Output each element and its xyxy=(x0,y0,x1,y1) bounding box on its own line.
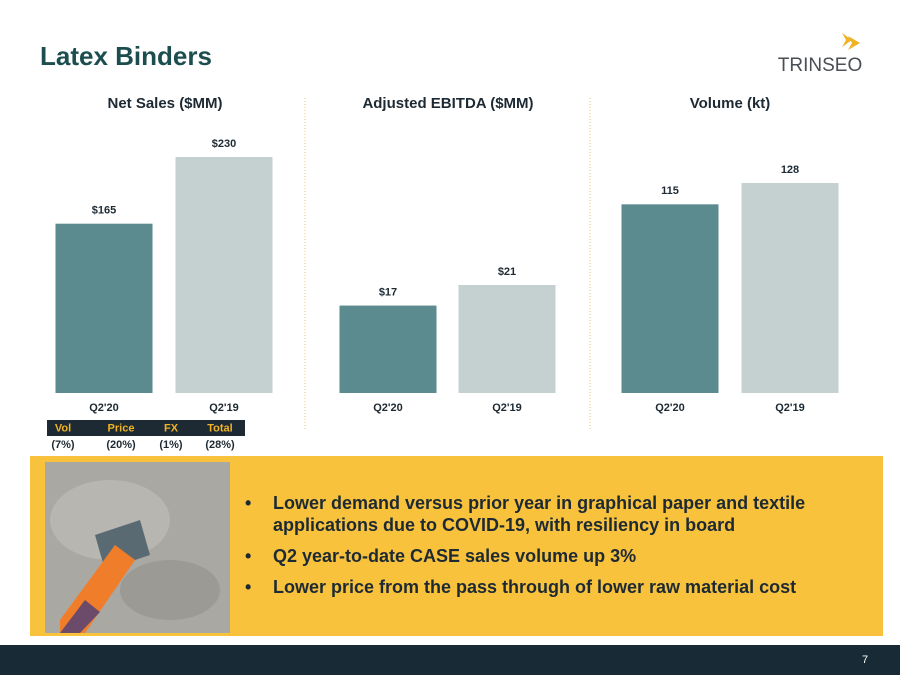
bullet: Q2 year-to-date CASE sales volume up 3% xyxy=(245,545,875,567)
bullet: Lower price from the pass through of low… xyxy=(245,576,875,598)
bullet: Lower demand versus prior year in graphi… xyxy=(245,492,875,536)
table-cell: (1%) xyxy=(159,439,183,451)
bar xyxy=(55,223,153,393)
table-header: FX xyxy=(164,422,179,434)
table-cell: (28%) xyxy=(205,439,235,451)
bar xyxy=(621,204,719,393)
logo-mark xyxy=(842,33,860,50)
page-number: 7 xyxy=(862,654,868,666)
x-tick-label: Q2'19 xyxy=(775,402,805,414)
table-header: Price xyxy=(108,422,135,434)
x-tick-label: Q2'19 xyxy=(209,402,239,414)
x-tick-label: Q2'20 xyxy=(655,402,685,414)
footer-bar xyxy=(0,645,900,675)
bullet-list: Lower demand versus prior year in graphi… xyxy=(245,492,875,607)
logo-text: TRINSEO xyxy=(778,55,862,76)
chart-title: Volume (kt) xyxy=(690,95,771,112)
value-label: $165 xyxy=(92,205,116,217)
table-cell: (7%) xyxy=(51,439,75,451)
bar xyxy=(741,183,839,393)
bar xyxy=(339,305,437,393)
concrete-photo xyxy=(45,462,230,633)
value-label: 115 xyxy=(661,185,679,197)
x-tick-label: Q2'19 xyxy=(492,402,522,414)
value-label: 128 xyxy=(781,164,799,176)
bar xyxy=(175,157,273,393)
bar xyxy=(458,285,556,393)
value-label: $230 xyxy=(212,138,236,150)
value-label: $21 xyxy=(498,266,516,278)
table-cell: (20%) xyxy=(106,439,136,451)
x-tick-label: Q2'20 xyxy=(89,402,119,414)
chart-title: Adjusted EBITDA ($MM) xyxy=(362,95,533,112)
slide-title: Latex Binders xyxy=(40,41,212,71)
chart-title: Net Sales ($MM) xyxy=(107,95,222,112)
table-header: Vol xyxy=(55,422,71,434)
value-label: $17 xyxy=(379,286,397,298)
x-tick-label: Q2'20 xyxy=(373,402,403,414)
table-header-bg xyxy=(47,420,245,436)
table-header: Total xyxy=(207,422,232,434)
